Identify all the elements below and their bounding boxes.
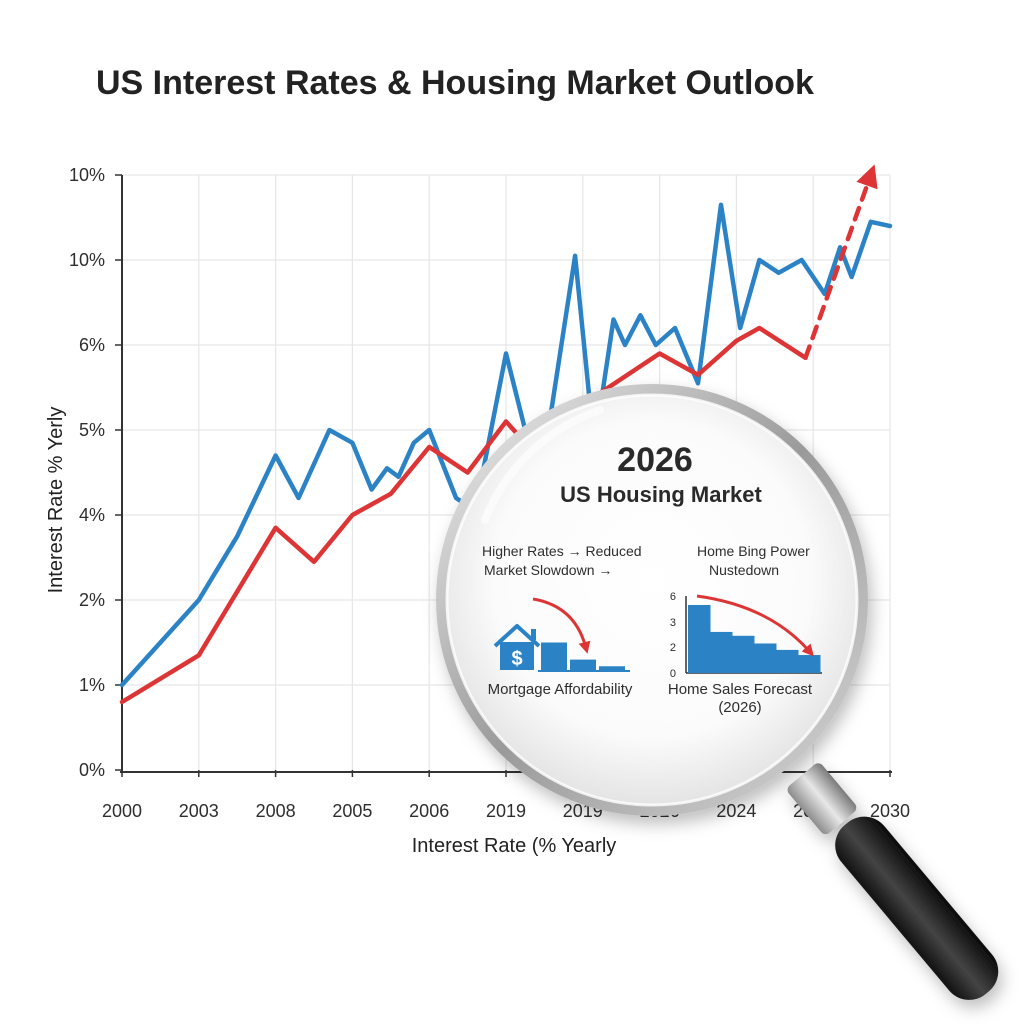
y-tick-label: 6% [79, 335, 105, 355]
mortgage-title: Mortgage Affordability [488, 681, 633, 698]
lens-left-text-2: Market Slowdown → [484, 562, 612, 578]
x-tick-label: 2003 [179, 801, 219, 821]
lens-content: 2026 US Housing Market Higher Rates → Re… [482, 441, 822, 716]
mortgage-bar [570, 659, 596, 671]
mortgage-trend-arrow [532, 597, 591, 654]
x-tick-label: 2008 [256, 801, 296, 821]
lens-year: 2026 [617, 441, 693, 479]
lens-right-text-2: Nustedown [709, 562, 779, 578]
blue-series-line [119, 202, 893, 688]
sales-y-ticks: 6 3 2 0 [670, 591, 676, 680]
sales-bar [798, 655, 821, 673]
mortgage-bar [541, 642, 567, 671]
y-tick-label: 5% [79, 420, 105, 440]
magnifier-grip [835, 816, 999, 1000]
x-tick-label: 2019 [486, 801, 526, 821]
lens-glare [481, 406, 604, 524]
sales-title: Home Sales Forecast [668, 681, 813, 698]
x-tick-label: 2005 [332, 801, 372, 821]
series-lines [119, 164, 893, 705]
y-tick-label: 2% [79, 590, 105, 610]
magnifier-lens [436, 384, 868, 816]
house-dollar-icon: $ [493, 624, 541, 670]
y-tick-label: 10% [69, 250, 105, 270]
sales-bar [688, 604, 711, 673]
magnifier-neck [787, 763, 857, 835]
x-tick-labels: 2000200320082005200620192019202620242024… [102, 801, 910, 821]
forecast-dashed-line [803, 164, 878, 361]
sales-bars [688, 604, 821, 673]
lens-left-text-1: Higher Rates → Reduced [482, 543, 642, 559]
sales-bar [732, 635, 755, 673]
sales-y-tick-label: 3 [670, 617, 676, 629]
lens-glass [447, 395, 857, 805]
sales-bar [776, 649, 799, 673]
svg-text:$: $ [511, 648, 522, 670]
lens-heading: US Housing Market [560, 482, 762, 507]
sales-y-tick-label: 6 [670, 591, 676, 603]
y-tick-label: 4% [79, 505, 105, 525]
magnifier-handle [787, 763, 999, 1000]
sales-subtitle: (2026) [718, 699, 761, 716]
y-tick-labels: 0% 1% 2% 4% 5% 6% 10% 10% [69, 165, 105, 780]
red-series-line [119, 325, 808, 705]
sales-bar [754, 643, 777, 673]
sales-y-tick-label: 0 [670, 668, 676, 680]
mortgage-bar [599, 666, 625, 671]
sales-y-tick-label: 2 [670, 642, 676, 654]
y-axis-label: Interest Rate % Yerly [45, 407, 67, 594]
sales-trend-arrow [696, 594, 814, 657]
sales-bar [710, 631, 733, 673]
x-tick-label: 2024 [716, 801, 756, 821]
y-tick-label: 0% [79, 760, 105, 780]
x-tick-label: 2006 [409, 801, 449, 821]
page-title: US Interest Rates & Housing Market Outlo… [96, 64, 814, 102]
y-tick-label: 1% [79, 675, 105, 695]
lens-right-text-1: Home Bing Power [697, 543, 810, 559]
x-axis-label: Interest Rate (% Yearly [412, 835, 617, 857]
y-tick-label: 10% [69, 165, 105, 185]
x-tick-label: 2030 [870, 801, 910, 821]
mortgage-bars [541, 642, 625, 671]
x-tick-label: 2000 [102, 801, 142, 821]
